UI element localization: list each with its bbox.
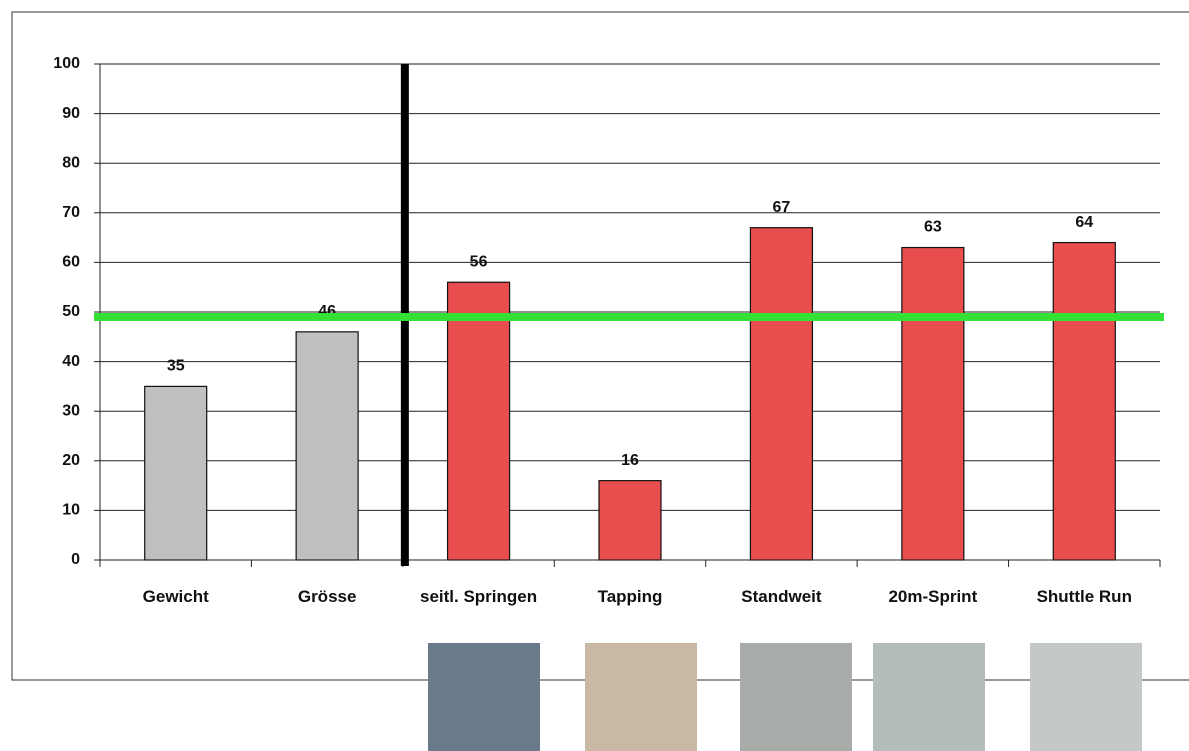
value-label: 67	[773, 199, 791, 216]
x-label-box: Shuttle Run	[1036, 587, 1132, 606]
x-label-box: Standweit	[741, 587, 822, 606]
photo	[873, 643, 985, 751]
y-tick-label: 70	[62, 204, 80, 221]
y-tick-label: 30	[62, 402, 80, 419]
x-label-box: seitl. Springen	[419, 587, 538, 606]
y-tick-label: 100	[53, 55, 80, 72]
x-label-box: Gewicht	[142, 587, 209, 606]
x-label-box: 20m-Sprint	[888, 587, 978, 606]
bar	[901, 246, 965, 561]
bar	[295, 331, 359, 561]
value-label: 63	[924, 219, 942, 236]
value-label: 16	[621, 452, 639, 469]
x-label-box: Tapping	[597, 587, 663, 606]
bar	[446, 281, 511, 561]
y-tick-label: 50	[62, 303, 80, 320]
x-tick-label: Tapping	[597, 587, 663, 606]
x-tick-label: Gewicht	[142, 587, 209, 606]
bar	[749, 227, 814, 561]
photo	[585, 643, 697, 751]
y-tick-label: 80	[62, 154, 80, 171]
y-tick-label: 10	[62, 502, 80, 519]
y-tick-label: 0	[71, 551, 80, 568]
value-label: 35	[167, 358, 185, 375]
x-tick-label: Standweit	[741, 587, 822, 606]
photo	[428, 643, 540, 751]
x-label-box: Grösse	[297, 587, 357, 606]
photo	[1030, 643, 1142, 751]
y-tick-label: 40	[62, 353, 80, 370]
y-tick-label: 60	[62, 254, 80, 271]
x-tick-label: seitl. Springen	[419, 587, 538, 606]
y-tick-label: 90	[62, 105, 80, 122]
frame	[11, 11, 1189, 681]
photo	[740, 643, 852, 751]
value-label: 64	[1075, 214, 1093, 231]
x-tick-label: Grösse	[297, 587, 357, 606]
x-tick-label: 20m-Sprint	[888, 587, 978, 606]
bar	[144, 385, 208, 561]
y-tick-label: 20	[62, 452, 80, 469]
bar	[1052, 241, 1116, 561]
value-label: 56	[470, 253, 488, 270]
x-tick-label: Shuttle Run	[1036, 587, 1132, 606]
photos	[428, 643, 1142, 751]
bar	[598, 480, 662, 561]
